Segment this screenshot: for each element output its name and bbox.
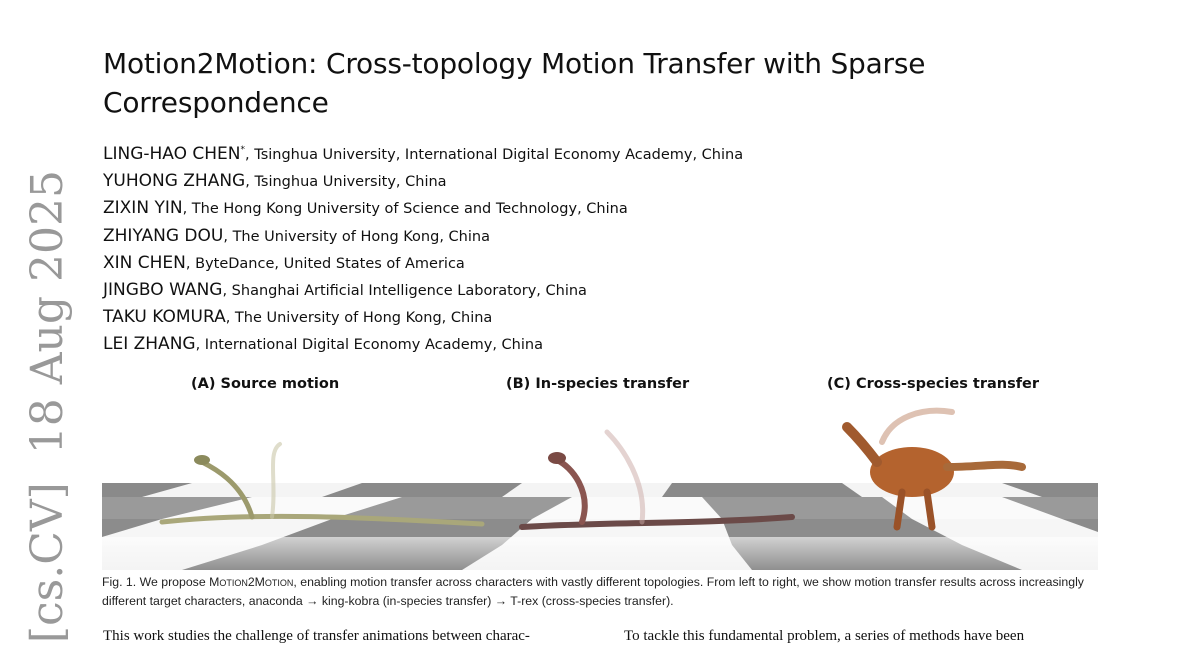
figure-render — [102, 407, 1098, 570]
author-name: ZHIYANG DOU — [103, 225, 224, 246]
author-line: LING-HAO CHEN*, Tsinghua University, Int… — [103, 140, 743, 167]
figure-label-in-species: (B) In-species transfer — [506, 376, 690, 392]
king-kobra-render — [519, 429, 795, 530]
author-mark: * — [240, 145, 246, 155]
author-line: YUHONG ZHANG, Tsinghua University, China — [103, 167, 743, 194]
figure-label-cross-species: (C) Cross-species transfer — [827, 376, 1040, 392]
anaconda-render — [159, 442, 485, 527]
author-name: XIN CHEN — [103, 252, 186, 273]
author-name: LEI ZHANG — [103, 334, 196, 355]
author-line: ZIXIN YIN, The Hong Kong University of S… — [103, 194, 743, 221]
author-name: ZIXIN YIN — [103, 198, 183, 219]
author-affiliation: , ByteDance, United States of America — [185, 255, 465, 272]
caption-text: , enabling motion transfer across charac… — [102, 575, 1084, 608]
t-rex-render — [842, 407, 1026, 531]
arxiv-stamp-text: [cs.CV] 18 Aug 2025 — [22, 170, 73, 644]
author-affiliation: , Shanghai Artificial Intelligence Labor… — [222, 282, 587, 299]
author-name: LING-HAO CHEN — [103, 144, 241, 164]
author-affiliation: , Tsinghua University, International Dig… — [245, 147, 744, 163]
author-affiliation: , The University of Hong Kong, China — [225, 310, 493, 327]
paper-title: Motion2Motion: Cross-topology Motion Tra… — [103, 47, 926, 119]
author-affiliation: , The Hong Kong University of Science an… — [182, 201, 628, 218]
author-line: ZHIYANG DOU, The University of Hong Kong… — [103, 222, 743, 249]
author-affiliation: , The University of Hong Kong, China — [223, 228, 490, 245]
author-name: TAKU KOMURA — [103, 307, 226, 328]
author-list: LING-HAO CHEN*, Tsinghua University, Int… — [103, 140, 743, 358]
caption-prefix: Fig. 1. We propose — [102, 575, 210, 589]
figure-label-source: (A) Source motion — [191, 376, 340, 392]
author-line: TAKU KOMURA, The University of Hong Kong… — [103, 303, 743, 330]
body-text-right-column: To tackle this fundamental problem, a se… — [624, 628, 1025, 644]
caption-method-name: Motion2Motion — [209, 575, 294, 589]
author-line: JINGBO WANG, Shanghai Artificial Intelli… — [103, 276, 743, 303]
author-line: XIN CHEN, ByteDance, United States of Am… — [103, 249, 743, 276]
author-name: YUHONG ZHANG — [103, 171, 246, 192]
figure-caption: Fig. 1. We propose Motion2Motion, enabli… — [102, 573, 1102, 611]
author-affiliation: , Tsinghua University, China — [245, 174, 447, 191]
author-name: JINGBO WANG — [103, 279, 223, 300]
author-affiliation: , International Digital Economy Academy,… — [195, 337, 543, 354]
teaser-figure: (A) Source motion (B) In-species transfe… — [102, 372, 1098, 572]
body-text-left-column: This work studies the challenge of trans… — [103, 628, 530, 644]
author-line: LEI ZHANG, International Digital Economy… — [103, 330, 743, 357]
